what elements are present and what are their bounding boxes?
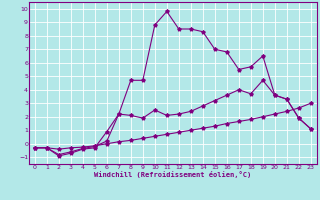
X-axis label: Windchill (Refroidissement éolien,°C): Windchill (Refroidissement éolien,°C) [94, 171, 252, 178]
